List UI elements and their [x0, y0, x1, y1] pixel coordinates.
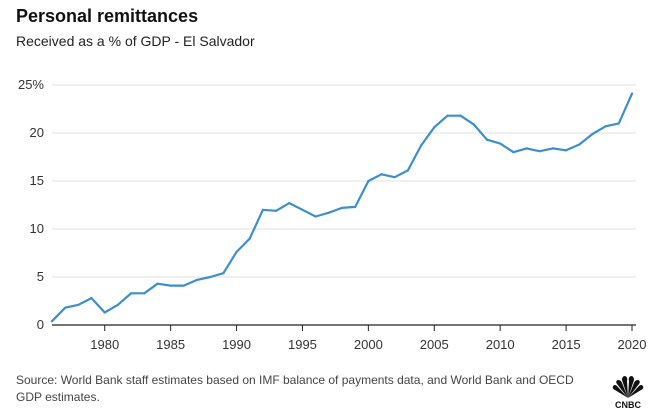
x-tick-label: 1990	[222, 337, 251, 352]
data-point	[169, 284, 172, 287]
data-point	[538, 150, 541, 153]
y-tick-label: 25%	[18, 77, 44, 92]
x-tick-labels: 1980 1985 1990 1995 2000 2005 2010 2015 2020	[90, 337, 646, 352]
y-tick-label: 5	[37, 269, 44, 284]
data-point	[551, 147, 555, 150]
cnbc-peacock-logo: CNBC	[612, 376, 644, 410]
data-point	[578, 143, 581, 146]
data-point	[301, 208, 304, 211]
data-point	[591, 132, 594, 136]
data-point	[50, 320, 54, 323]
data-point	[77, 303, 80, 306]
data-point	[64, 306, 67, 309]
data-point	[340, 206, 344, 209]
data-point	[367, 179, 370, 183]
data-point	[617, 122, 620, 125]
chart-subtitle: Received as a % of GDP - El Salvador	[16, 33, 255, 49]
data-point	[288, 201, 291, 205]
data-point	[472, 123, 475, 126]
data-point	[195, 278, 199, 281]
data-point	[314, 215, 317, 218]
data-point	[103, 311, 106, 314]
y-tick-label: 15	[30, 173, 44, 188]
data-point	[433, 126, 436, 129]
data-point	[354, 205, 357, 209]
data-point	[604, 125, 607, 128]
x-tick-label: 2005	[420, 337, 449, 352]
y-tick-label: 0	[37, 317, 44, 332]
x-tick-label: 1995	[288, 337, 317, 352]
data-point	[380, 173, 383, 176]
x-tick-label: 2010	[486, 337, 515, 352]
data-point	[90, 297, 93, 300]
x-tick-label: 2020	[618, 337, 647, 352]
data-point	[459, 114, 462, 117]
data-point	[525, 147, 528, 150]
chart-title: Personal remittances	[16, 6, 199, 26]
line-chart: 0 5 10 15 20 25% 1980 1985 1990 1995 2000 2005 2010…	[18, 77, 646, 352]
y-tick-label: 10	[30, 221, 44, 236]
data-point	[499, 142, 502, 145]
x-tick-label: 2000	[354, 337, 383, 352]
data-point	[248, 237, 251, 240]
data-point	[222, 272, 225, 275]
data-point	[156, 282, 159, 285]
data-point	[116, 303, 120, 306]
x-tick-label: 1980	[90, 337, 119, 352]
gridlines	[52, 84, 636, 278]
data-point	[512, 151, 515, 154]
x-tick-label: 2015	[552, 337, 581, 352]
logo-text: CNBC	[615, 400, 641, 410]
data-point	[143, 292, 146, 295]
data-point	[419, 144, 423, 147]
series-layer	[50, 92, 634, 323]
x-axis	[52, 324, 636, 331]
source-note: Source: World Bank staff estimates based…	[16, 373, 574, 404]
data-point	[406, 169, 410, 172]
data-point	[564, 149, 568, 152]
data-point	[630, 92, 634, 95]
data-point	[235, 250, 238, 254]
data-point	[209, 275, 212, 279]
data-point	[393, 176, 396, 179]
data-point	[261, 208, 265, 211]
data-point	[182, 284, 185, 287]
data-point	[327, 211, 330, 214]
data-point	[274, 209, 278, 212]
data-point	[446, 114, 449, 117]
peacock-icon	[612, 376, 644, 398]
data-point	[129, 292, 133, 295]
data-point	[485, 138, 489, 141]
y-tick-label: 20	[30, 125, 44, 140]
y-tick-labels: 0 5 10 15 20 25%	[18, 77, 44, 332]
x-tick-label: 1985	[156, 337, 185, 352]
